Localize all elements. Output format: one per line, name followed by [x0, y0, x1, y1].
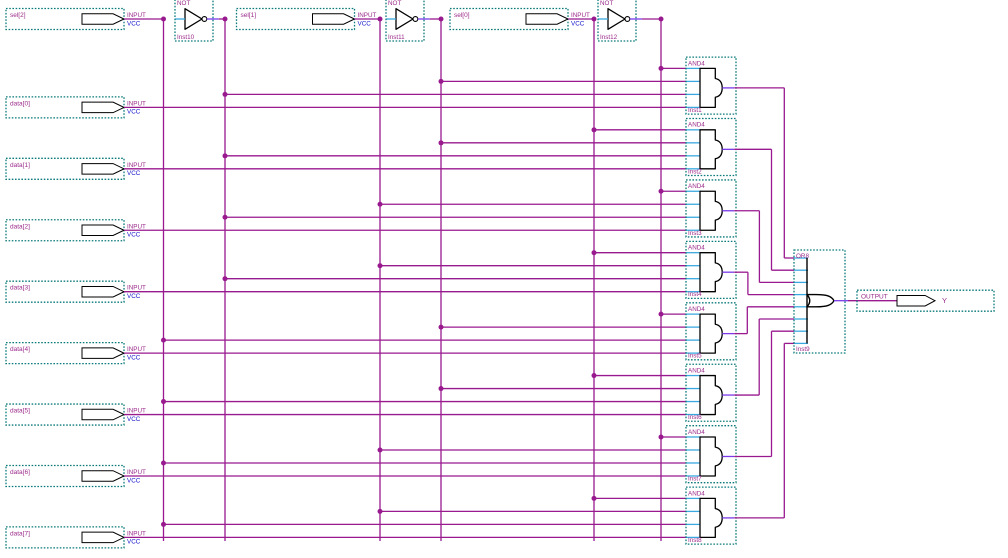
svg-text:VCC: VCC — [358, 20, 372, 27]
svg-text:data[1]: data[1] — [10, 162, 30, 169]
svg-text:VCC: VCC — [127, 232, 141, 239]
svg-text:Inst2: Inst2 — [688, 168, 702, 175]
svg-text:sel[1]: sel[1] — [241, 12, 257, 19]
svg-text:AND4: AND4 — [688, 490, 705, 497]
svg-text:Inst9: Inst9 — [796, 346, 810, 353]
svg-text:INPUT: INPUT — [127, 469, 146, 476]
svg-text:NOT: NOT — [177, 0, 190, 7]
svg-text:VCC: VCC — [127, 170, 141, 177]
svg-text:sel[2]: sel[2] — [10, 12, 26, 19]
svg-text:Inst4: Inst4 — [688, 291, 702, 298]
svg-text:INPUT: INPUT — [571, 12, 590, 19]
svg-text:AND4: AND4 — [688, 306, 705, 313]
svg-text:Inst7: Inst7 — [688, 475, 702, 482]
svg-text:VCC: VCC — [127, 109, 141, 116]
svg-text:INPUT: INPUT — [358, 12, 377, 19]
svg-text:NOT: NOT — [600, 0, 613, 7]
svg-text:AND4: AND4 — [688, 183, 705, 190]
svg-text:data[2]: data[2] — [10, 223, 30, 230]
svg-text:Inst12: Inst12 — [600, 34, 618, 41]
svg-text:NOT: NOT — [388, 0, 401, 7]
svg-text:AND4: AND4 — [688, 367, 705, 374]
svg-text:Inst1: Inst1 — [688, 107, 702, 114]
svg-text:data[6]: data[6] — [10, 469, 30, 476]
svg-text:INPUT: INPUT — [127, 12, 146, 19]
svg-text:Inst5: Inst5 — [688, 353, 702, 360]
svg-text:VCC: VCC — [571, 20, 585, 27]
svg-text:INPUT: INPUT — [127, 346, 146, 353]
svg-text:VCC: VCC — [127, 477, 141, 484]
svg-text:INPUT: INPUT — [127, 285, 146, 292]
svg-text:Y: Y — [942, 296, 947, 305]
svg-text:data[4]: data[4] — [10, 346, 30, 353]
svg-text:data[0]: data[0] — [10, 100, 30, 107]
svg-text:data[7]: data[7] — [10, 530, 30, 537]
svg-text:data[5]: data[5] — [10, 408, 30, 415]
svg-text:INPUT: INPUT — [127, 408, 146, 415]
svg-text:OUTPUT: OUTPUT — [861, 294, 888, 301]
svg-text:INPUT: INPUT — [127, 100, 146, 107]
svg-text:Inst10: Inst10 — [177, 34, 195, 41]
svg-text:VCC: VCC — [127, 20, 141, 27]
svg-text:Inst6: Inst6 — [688, 414, 702, 421]
svg-text:data[3]: data[3] — [10, 285, 30, 292]
svg-text:VCC: VCC — [127, 416, 141, 423]
svg-text:AND4: AND4 — [688, 429, 705, 436]
svg-text:VCC: VCC — [127, 293, 141, 300]
svg-text:sel[0]: sel[0] — [454, 12, 470, 19]
svg-text:Inst11: Inst11 — [388, 34, 405, 41]
svg-text:Inst3: Inst3 — [688, 230, 702, 237]
svg-text:AND4: AND4 — [688, 122, 705, 129]
svg-text:OR8: OR8 — [796, 253, 809, 260]
svg-text:INPUT: INPUT — [127, 223, 146, 230]
svg-text:AND4: AND4 — [688, 60, 705, 67]
svg-text:AND4: AND4 — [688, 245, 705, 252]
svg-text:INPUT: INPUT — [127, 530, 146, 537]
svg-text:INPUT: INPUT — [127, 162, 146, 169]
svg-text:VCC: VCC — [127, 354, 141, 361]
svg-text:Inst8: Inst8 — [688, 537, 702, 544]
svg-text:VCC: VCC — [127, 539, 141, 546]
